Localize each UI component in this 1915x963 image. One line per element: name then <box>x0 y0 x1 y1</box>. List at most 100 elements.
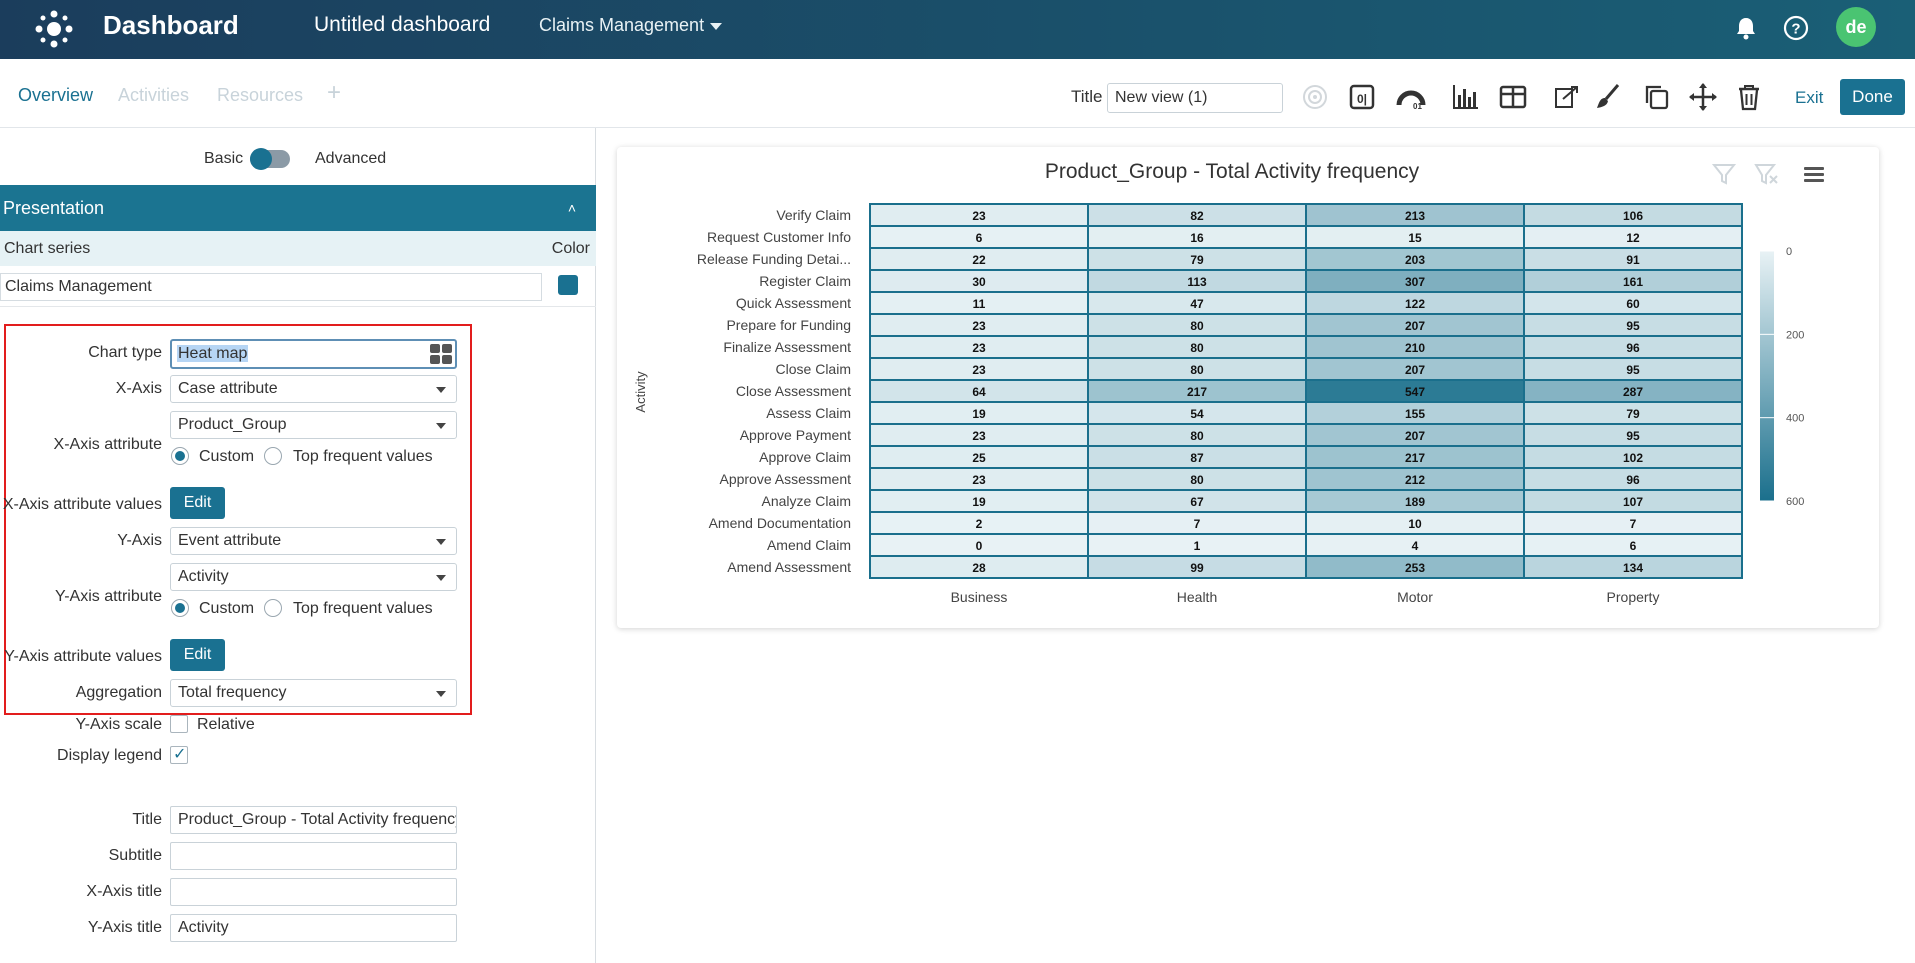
cell-value-label: 217 <box>1187 385 1207 399</box>
table-icon[interactable] <box>1497 81 1529 113</box>
tab-resources[interactable]: Resources <box>217 85 304 105</box>
cell-value-label: 11 <box>973 297 986 311</box>
chart-type-field[interactable]: Heat map <box>170 339 457 369</box>
grid-icon[interactable] <box>429 343 453 366</box>
chart-series-header: Chart series Color <box>0 231 596 266</box>
view-title-input[interactable] <box>1107 83 1283 113</box>
brush-icon[interactable] <box>1592 81 1624 113</box>
cell-value-label: 1 <box>1194 539 1201 553</box>
x-values-edit-button[interactable]: Edit <box>170 487 225 519</box>
done-button[interactable]: Done <box>1840 79 1905 115</box>
x-top-frequent-label: Top frequent values <box>293 448 433 465</box>
x-title-field[interactable] <box>170 878 457 906</box>
heatmap-cell <box>1525 337 1741 357</box>
chevron-down-icon <box>436 575 446 581</box>
y-custom-radio[interactable] <box>171 599 189 617</box>
series-name-input[interactable] <box>0 273 542 301</box>
y-values-edit-button[interactable]: Edit <box>170 639 225 671</box>
cell-value-label: 210 <box>1405 341 1425 355</box>
x-axis-select[interactable]: Case attribute <box>170 375 457 403</box>
cell-value-label: 95 <box>1626 363 1640 377</box>
cell-value-label: 113 <box>1187 275 1207 289</box>
heatmap-cell <box>1089 205 1305 225</box>
exit-link[interactable]: Exit <box>1795 88 1824 107</box>
heatmap-cell <box>871 513 1087 533</box>
help-icon[interactable]: ? <box>1782 14 1810 42</box>
clear-filter-icon[interactable] <box>1753 161 1779 187</box>
relative-checkbox[interactable] <box>170 715 188 733</box>
heatmap-cell <box>1089 381 1305 401</box>
cell-value-label: 23 <box>972 363 986 377</box>
aggregation-select[interactable]: Total frequency <box>170 679 457 707</box>
cell-value-label: 213 <box>1405 209 1425 223</box>
cell-value-label: 82 <box>1190 209 1204 223</box>
tab-overview[interactable]: Overview <box>18 85 94 105</box>
display-legend-label: Display legend <box>57 747 162 764</box>
heatmap-cell <box>1307 425 1523 445</box>
duplicate-icon[interactable] <box>1641 81 1673 113</box>
cell-value-label: 16 <box>1190 231 1204 245</box>
radar-icon[interactable] <box>1299 81 1331 113</box>
subtitle-field[interactable] <box>170 842 457 870</box>
user-avatar[interactable]: de <box>1836 7 1876 47</box>
gauge-icon[interactable]: 01 <box>1395 81 1427 113</box>
y-tick-label: Request Customer Info <box>707 229 851 245</box>
heatmap-cell <box>1307 469 1523 489</box>
filter-icon[interactable] <box>1711 161 1737 187</box>
dashboard-name[interactable]: Untitled dashboard <box>314 13 491 36</box>
y-title-field[interactable] <box>170 914 457 942</box>
mode-toggle[interactable] <box>250 148 290 170</box>
heatmap-cell <box>871 557 1087 577</box>
cell-value-label: 6 <box>1630 539 1637 553</box>
cell-value-label: 22 <box>972 253 986 267</box>
chart-type-label: Chart type <box>88 344 162 361</box>
heatmap-cell <box>871 447 1087 467</box>
y-tick-label: Approve Payment <box>740 427 851 443</box>
cell-value-label: 79 <box>1626 407 1640 421</box>
cell-value-label: 25 <box>972 451 986 465</box>
series-color-swatch[interactable] <box>558 275 578 295</box>
cell-value-label: 203 <box>1405 253 1425 267</box>
chevron-down-icon <box>436 539 446 545</box>
title-field[interactable] <box>170 806 457 834</box>
heatmap-cell <box>1089 447 1305 467</box>
y-tick-label: Quick Assessment <box>736 295 851 311</box>
move-icon[interactable] <box>1687 81 1719 113</box>
delete-icon[interactable] <box>1733 81 1765 113</box>
x-custom-radio[interactable] <box>171 447 189 465</box>
cell-value-label: 23 <box>972 341 986 355</box>
menu-icon[interactable] <box>1801 161 1827 187</box>
app-logo-icon[interactable] <box>34 9 74 49</box>
presentation-section-header[interactable]: Presentation ˄ <box>0 185 596 231</box>
cell-value-label: 253 <box>1405 561 1425 575</box>
project-dropdown[interactable]: Claims Management <box>539 15 723 36</box>
tab-activities[interactable]: Activities <box>118 85 190 105</box>
heatmap-cell <box>1307 381 1523 401</box>
y-tick-label: Release Funding Detai... <box>697 251 851 267</box>
cell-value-label: 10 <box>1408 517 1422 531</box>
x-tick-label: Motor <box>1397 589 1433 605</box>
x-top-frequent-radio[interactable] <box>264 447 282 465</box>
kpi-icon[interactable]: 0| <box>1346 81 1378 113</box>
y-axis-select[interactable]: Event attribute <box>170 527 457 555</box>
heatmap-cell <box>871 205 1087 225</box>
heatmap-cell <box>1307 403 1523 423</box>
bell-icon[interactable] <box>1732 14 1760 42</box>
heatmap-cell <box>1307 491 1523 511</box>
cell-value-label: 207 <box>1405 319 1425 333</box>
cell-value-label: 95 <box>1626 429 1640 443</box>
y-axis-attribute-select[interactable]: Activity <box>170 563 457 591</box>
x-axis-attribute-value: Product_Group <box>178 416 287 433</box>
heatmap-cell <box>1089 469 1305 489</box>
heatmap-cell <box>1307 535 1523 555</box>
add-tab-icon[interactable]: + <box>327 79 342 106</box>
relative-label: Relative <box>197 716 255 733</box>
y-tick-label: Approve Assessment <box>719 471 851 487</box>
export-icon[interactable] <box>1551 81 1583 113</box>
display-legend-checkbox[interactable] <box>170 744 188 764</box>
svg-text:0|: 0| <box>1357 92 1367 106</box>
y-tick-label: Close Assessment <box>736 383 851 399</box>
bar-chart-icon[interactable] <box>1450 81 1482 113</box>
y-top-frequent-radio[interactable] <box>264 599 282 617</box>
x-axis-attribute-select[interactable]: Product_Group <box>170 411 457 439</box>
